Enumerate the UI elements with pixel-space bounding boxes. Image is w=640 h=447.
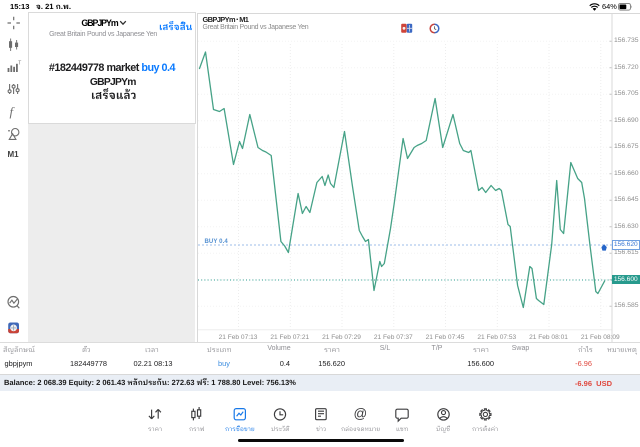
svg-text:T: T — [18, 61, 21, 67]
